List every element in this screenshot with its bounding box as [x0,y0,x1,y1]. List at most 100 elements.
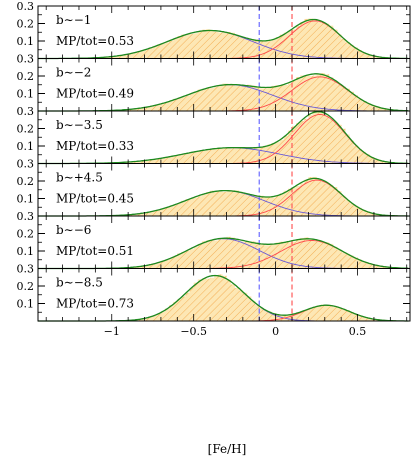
histogram-bar [230,32,235,59]
histogram-bar [382,108,387,111]
histogram-bar [316,111,321,164]
histogram-bar [115,55,121,59]
histogram-bar [255,148,260,164]
histogram-bar [226,236,231,269]
histogram-bar [230,237,235,269]
histogram-bar [251,39,256,59]
histogram-bar [312,307,317,321]
histogram-bar [205,192,211,216]
histogram-bar [119,55,125,59]
histogram-bar [271,85,276,111]
histogram-bar [341,252,346,269]
panel-latitude-label: b∼+4.5 [56,171,103,185]
histogram-bar [357,50,362,59]
histogram-bar [185,199,190,216]
histogram-bar [373,56,379,59]
histogram-bar [201,241,207,269]
histogram-bar [320,73,326,111]
histogram-bar [242,38,248,59]
histogram-bar [136,319,141,321]
histogram-bar [271,244,276,269]
histogram-bar [238,85,244,111]
histogram-bar [111,56,117,59]
histogram-bar [337,84,342,111]
histogram-bar [205,240,211,269]
y-tick-label: 0.1 [17,88,35,101]
histogram-bar [373,265,379,269]
histogram-bar [328,25,334,59]
histogram-bar [316,241,321,269]
histogram-bar [312,20,317,59]
histogram-bar [353,145,358,164]
histogram-bar [332,122,338,164]
panel: 0.1 0.2 0.3 b∼−2 MP/tot=0.49 [17,53,411,112]
histogram-bar [210,88,215,111]
histogram-bar [361,151,367,164]
histogram-bar [210,240,215,269]
y-tick-label: 0.2 [17,175,35,188]
histogram-bar [197,150,203,164]
histogram-bar [246,147,252,164]
histogram-bar [296,239,301,269]
histogram-bar [308,177,313,216]
histogram-bar [332,246,338,269]
panel: 0.1 0.2 0.3 b∼−1 MP/tot=0.53 [17,0,411,60]
histogram-bar [275,85,281,111]
panel-ratio-label: MP/tot=0.51 [56,244,134,258]
histogram-bar [177,203,182,216]
histogram-bar [156,262,162,269]
histogram-bar [234,239,240,269]
panel: 0.1 0.2 0.3 b∼+4.5 MP/tot=0.45 [17,158,411,217]
histogram-bar [226,191,231,216]
histogram-bar [361,52,367,59]
histogram-bar [337,249,342,269]
panel-ratio-label: MP/tot=0.49 [56,87,134,101]
panel-latitude-label: b∼−3.5 [56,118,103,132]
panel-ratio-label: MP/tot=0.45 [56,192,134,206]
histogram-bar [328,119,334,164]
histogram-bar [304,179,309,216]
histogram-bar [181,154,186,164]
histogram-bar [328,77,334,111]
histogram-bar [324,242,330,269]
histogram-bar [292,125,297,164]
panels-group: 0.1 0.2 0.3 b∼−1 MP/tot=0.53 0.1 0.2 0.3 b∼−2 MP/… [17,0,411,322]
histogram-bar [353,205,358,216]
histogram-bar [148,47,154,59]
histogram-bar [197,279,203,321]
histogram-bar [234,34,240,59]
histogram-bar [255,87,260,111]
x-axis: −1 −0.5 0 0.5 [104,325,367,338]
histogram-bar [148,106,154,111]
histogram-bar [156,104,162,111]
histogram-bar [365,154,371,164]
histogram-bar [300,311,305,321]
histogram-bar [193,33,199,59]
histogram-bar [369,55,375,59]
histogram-bar [148,264,154,269]
histogram-bar [173,155,178,164]
histogram-bar [165,156,170,164]
histogram-bar [251,148,256,164]
histogram-bar [201,29,207,59]
histogram-bar [177,97,182,111]
histogram-bar [197,89,203,111]
histogram-bar [337,34,342,59]
histogram-bar [279,193,285,216]
histogram-bar [148,211,154,216]
histogram-bar [193,197,199,216]
histogram-bar [197,196,203,216]
y-tick-label: 0.1 [17,193,35,206]
histogram-bar [230,148,235,164]
histogram-bar [189,34,194,59]
histogram-bar [259,88,264,111]
histogram-bar [324,115,330,164]
histogram-bar [152,45,158,59]
histogram-bar [218,147,223,164]
histogram-bar [308,18,313,59]
histogram-bar [373,106,379,111]
histogram-bar [201,88,207,111]
histogram-bar [201,194,207,216]
histogram-bar [292,313,297,321]
histogram-bar [271,313,276,321]
